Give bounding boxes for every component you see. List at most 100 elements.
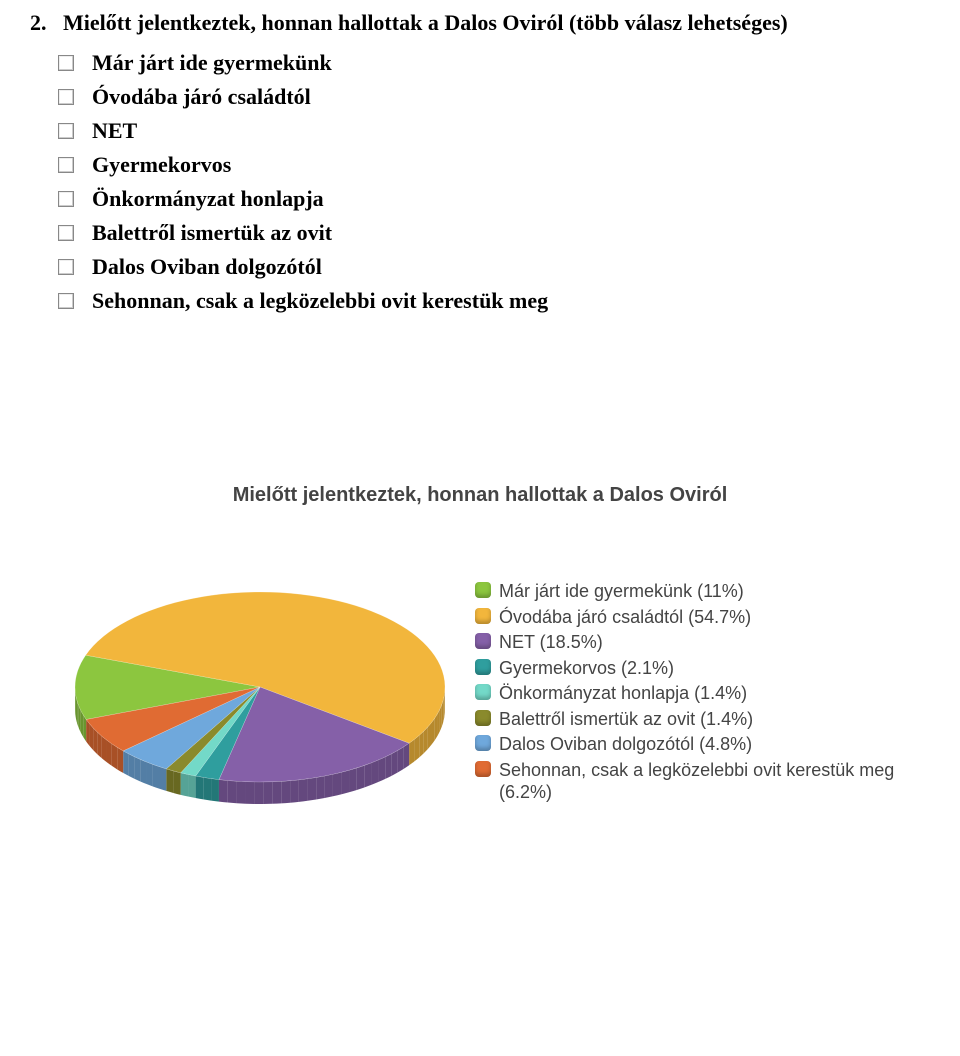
pie-slice-side xyxy=(316,776,324,800)
legend-label: Óvodába járó családtól (54.7%) xyxy=(499,606,905,629)
pie-slice-side xyxy=(117,747,123,772)
legend-label: NET (18.5%) xyxy=(499,631,905,654)
checkbox[interactable] xyxy=(58,89,74,105)
option-label: Óvodába járó családtól xyxy=(92,84,311,110)
pie-slice-side xyxy=(290,780,299,803)
pie-slice-side xyxy=(196,776,204,799)
pie-slice-side xyxy=(228,781,237,804)
pie-slice-side xyxy=(379,757,386,782)
pie-slice-side xyxy=(159,767,166,791)
question-heading: 2. Mielőtt jelentkeztek, honnan hallotta… xyxy=(30,10,930,36)
pie-slice-side xyxy=(153,764,160,788)
checkbox[interactable] xyxy=(58,225,74,241)
legend-label: Dalos Oviban dolgozótól (4.8%) xyxy=(499,733,905,756)
legend-item: Balettről ismertük az ovit (1.4%) xyxy=(475,708,905,731)
pie-slice-side xyxy=(140,759,146,784)
legend-label: Sehonnan, csak a legközelebbi ovit keres… xyxy=(499,759,905,804)
pie-slice-side xyxy=(102,736,107,762)
chart-legend: Már járt ide gyermekünk (11%) Óvodába jár… xyxy=(475,577,905,807)
legend-label: Önkormányzat honlapja (1.4%) xyxy=(499,682,905,705)
pie-slice-side xyxy=(93,728,97,754)
option-label: Már járt ide gyermekünk xyxy=(92,50,332,76)
pie-slice-side xyxy=(211,779,219,802)
pie-slice-side xyxy=(147,762,153,786)
option-label: Sehonnan, csak a legközelebbi ovit keres… xyxy=(92,288,548,314)
pie-slice-side xyxy=(392,750,398,775)
pie-slice-side xyxy=(254,782,263,804)
pie-slice-side xyxy=(409,739,414,765)
option-label: Balettről ismertük az ovit xyxy=(92,220,332,246)
legend-swatch xyxy=(475,761,491,777)
checkbox[interactable] xyxy=(58,123,74,139)
legend-swatch xyxy=(475,608,491,624)
pie-slice-side xyxy=(203,777,211,800)
legend-item: NET (18.5%) xyxy=(475,631,905,654)
option-row: Önkormányzat honlapja xyxy=(58,186,930,212)
legend-item: Gyermekorvos (2.1%) xyxy=(475,657,905,680)
question-number: 2. xyxy=(30,10,47,35)
legend-swatch xyxy=(475,582,491,598)
option-row: Gyermekorvos xyxy=(58,152,930,178)
checkbox[interactable] xyxy=(58,259,74,275)
legend-swatch xyxy=(475,735,491,751)
option-row: Sehonnan, csak a legközelebbi ovit keres… xyxy=(58,288,930,314)
option-label: Gyermekorvos xyxy=(92,152,231,178)
legend-item: Önkormányzat honlapja (1.4%) xyxy=(475,682,905,705)
chart-row: Már járt ide gyermekünk (11%) Óvodába jár… xyxy=(30,537,930,817)
pie-slice-side xyxy=(97,732,101,758)
checkbox[interactable] xyxy=(58,293,74,309)
option-row: Balettről ismertük az ovit xyxy=(58,220,930,246)
checkbox[interactable] xyxy=(58,191,74,207)
option-label: NET xyxy=(92,118,137,144)
checkbox[interactable] xyxy=(58,157,74,173)
pie-slice-side xyxy=(404,743,409,769)
option-label: Önkormányzat honlapja xyxy=(92,186,324,212)
legend-item: Már járt ide gyermekünk (11%) xyxy=(475,580,905,603)
pie-slice-side xyxy=(173,771,180,795)
pie-slice-side xyxy=(272,781,281,803)
legend-item: Óvodába járó családtól (54.7%) xyxy=(475,606,905,629)
pie-slice-side xyxy=(219,780,228,803)
pie-slice-side xyxy=(188,775,196,799)
options-list: Már járt ide gyermekünk Óvodába járó csal… xyxy=(30,50,930,314)
legend-item: Dalos Oviban dolgozótól (4.8%) xyxy=(475,733,905,756)
pie-slice-side xyxy=(107,740,112,766)
legend-swatch xyxy=(475,710,491,726)
pie-slice-side xyxy=(372,760,379,785)
chart-title: Mielőtt jelentkeztek, honnan hallottak a… xyxy=(30,484,930,507)
option-row: NET xyxy=(58,118,930,144)
pie-slice-side xyxy=(263,782,272,804)
question-text: Mielőtt jelentkeztek, honnan hallottak a… xyxy=(63,10,788,35)
pie-slice-side xyxy=(237,781,246,803)
legend-label: Balettről ismertük az ovit (1.4%) xyxy=(499,708,905,731)
page: 2. Mielőtt jelentkeztek, honnan hallotta… xyxy=(0,0,960,1056)
option-label: Dalos Oviban dolgozótól xyxy=(92,254,322,280)
legend-swatch xyxy=(475,633,491,649)
pie-slice-side xyxy=(134,757,140,782)
pie-slice-side xyxy=(349,768,357,792)
pie-slice-side xyxy=(166,769,173,793)
checkbox[interactable] xyxy=(58,55,74,71)
pie-slice-side xyxy=(281,781,290,804)
legend-item: Sehonnan, csak a legközelebbi ovit keres… xyxy=(475,759,905,804)
pie-slice-side xyxy=(325,774,333,798)
pie-slice-side xyxy=(333,772,341,796)
legend-label: Gyermekorvos (2.1%) xyxy=(499,657,905,680)
pie-slice-side xyxy=(123,751,128,776)
option-row: Már járt ide gyermekünk xyxy=(58,50,930,76)
pie-slice-side xyxy=(112,744,118,770)
option-row: Óvodába járó családtól xyxy=(58,84,930,110)
pie-slice-side xyxy=(245,782,254,804)
pie-chart xyxy=(55,537,465,817)
option-row: Dalos Oviban dolgozótól xyxy=(58,254,930,280)
legend-label: Már járt ide gyermekünk (11%) xyxy=(499,580,905,603)
pie-slice-side xyxy=(419,731,423,757)
pie-slice-side xyxy=(398,747,404,772)
pie-slice-side xyxy=(414,735,419,761)
pie-slice-side xyxy=(308,778,317,801)
pie-slice-side xyxy=(385,754,391,779)
legend-swatch xyxy=(475,684,491,700)
legend-swatch xyxy=(475,659,491,675)
chart-block: Mielőtt jelentkeztek, honnan hallottak a… xyxy=(30,484,930,817)
pie-slice-side xyxy=(299,779,308,802)
